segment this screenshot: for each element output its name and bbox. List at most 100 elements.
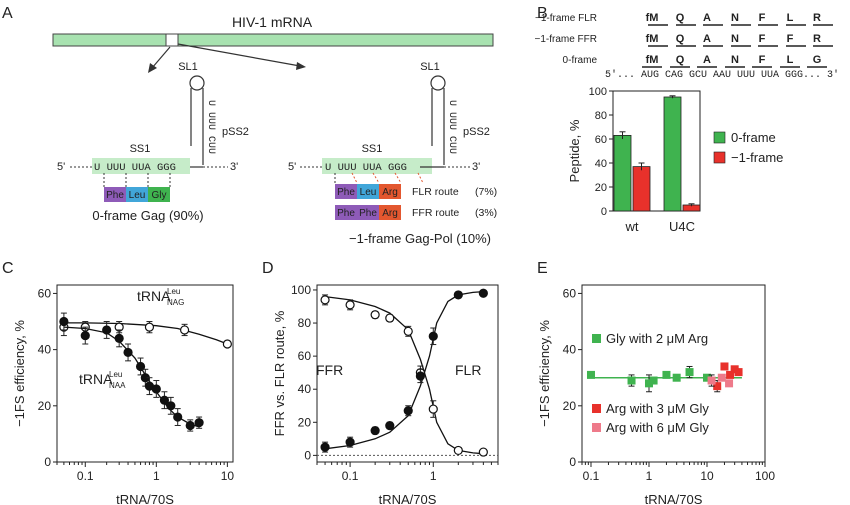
pss2-label: pSS2 xyxy=(222,126,249,138)
d-xlabel: tRNA/70S xyxy=(379,492,437,505)
aa-phe xyxy=(335,184,357,199)
aa-gly xyxy=(148,187,170,202)
c-ytick-label: 20 xyxy=(38,399,52,413)
c-curve1-main: tRNA xyxy=(137,288,171,304)
chart-b: 0 20 40 60 80 100 wt U4C Peptide, % 0-frame −1-fra… xyxy=(567,86,783,234)
e-point xyxy=(586,370,595,379)
e-point xyxy=(649,376,658,385)
d-point xyxy=(345,300,355,310)
d-point xyxy=(385,421,395,431)
b-aa-N: N xyxy=(731,12,739,24)
b-bar-minus1-frame xyxy=(632,166,651,212)
c-xtick-label: 10 xyxy=(221,469,235,483)
d-point xyxy=(453,290,463,300)
b-aa-Q: Q xyxy=(676,12,685,24)
loop-seq: U UUU CUU xyxy=(205,100,216,154)
d-point xyxy=(403,326,413,336)
aa-leu xyxy=(126,187,148,202)
ss1-label: SS1 xyxy=(362,143,383,155)
aa-label: Phe xyxy=(106,190,124,201)
d-xtick-label: 0.1 xyxy=(342,469,359,483)
b-ytick-label: 80 xyxy=(595,110,607,122)
three-prime: 3' xyxy=(472,161,480,173)
d-ytick-label: 0 xyxy=(304,448,311,462)
aa-label: Arg xyxy=(382,208,398,219)
zoom-arrow-right xyxy=(177,43,301,67)
b-aa-F: F xyxy=(759,33,766,45)
caption-minus1-frame: −1-frame Gag-Pol (10%) xyxy=(349,231,491,246)
e-point xyxy=(726,370,735,379)
b-legend-swatch xyxy=(713,131,726,144)
e-point xyxy=(672,373,681,382)
b-bar-zero-frame xyxy=(663,96,682,212)
e-legend-swatch xyxy=(592,404,601,413)
c-ylabel: −1FS efficiency, % xyxy=(12,320,27,427)
mrna-window xyxy=(165,33,179,47)
e-point xyxy=(725,379,734,388)
ss1-label: SS1 xyxy=(130,143,151,155)
aa-label: Leu xyxy=(129,190,146,201)
e-point xyxy=(685,368,694,377)
loop-seq: U UUU CUU xyxy=(446,100,457,154)
b-category-label: U4C xyxy=(669,219,695,234)
e-point xyxy=(702,373,711,382)
c-point xyxy=(114,333,124,343)
e-ytick-label: 20 xyxy=(563,399,577,413)
c-ytick-label: 60 xyxy=(38,286,52,300)
panel-e-letter: E xyxy=(537,260,548,277)
d-flr-label: FLR xyxy=(455,362,481,378)
e-legend-label: Gly with 2 μM Arg xyxy=(606,331,708,346)
c-point xyxy=(179,325,190,335)
b-legend-label: −1-frame xyxy=(731,150,783,165)
c-point xyxy=(135,361,146,372)
d-ytick-label: 20 xyxy=(298,415,312,429)
d-point xyxy=(320,442,330,452)
d-point xyxy=(370,310,380,320)
e-xtick-label: 1 xyxy=(646,469,653,483)
c-point xyxy=(166,401,176,411)
e-xlabel: tRNA/70S xyxy=(645,492,703,505)
ffr-route-label: FFR route xyxy=(412,207,459,219)
codon-seq: U UUU UUA GGG xyxy=(94,162,176,174)
b-aa-A: A xyxy=(703,33,711,45)
e-ytick-label: 0 xyxy=(569,455,576,469)
d-point xyxy=(453,445,463,456)
b-plot-frame xyxy=(612,90,701,212)
c-curve1-sup: Leu xyxy=(167,287,180,296)
zoom-arrowhead-left xyxy=(148,63,157,73)
e-ytick-label: 60 xyxy=(563,286,577,300)
d-point xyxy=(320,295,330,305)
b-aa-G: G xyxy=(813,54,822,66)
ss1-box xyxy=(92,158,190,174)
mrna-bar xyxy=(52,33,494,47)
b-ytick-label: 20 xyxy=(595,182,607,194)
d-xtick-label: 1 xyxy=(430,469,437,483)
b-row-label: −1-frame FFR xyxy=(534,34,597,45)
b-aa-L: L xyxy=(787,12,794,24)
e-legend-swatch xyxy=(592,334,601,343)
aa-label: Gly xyxy=(152,190,167,201)
chart-d: 0.1 1 0 20 40 60 80 100 tRNA/70S FFR vs. FLR rout… xyxy=(272,283,499,505)
aa-label: Phe xyxy=(359,208,377,219)
c-point xyxy=(144,322,155,332)
b-aa-fM: fM xyxy=(646,54,659,66)
c-ytick-label: 40 xyxy=(38,343,52,357)
c-annotations: tRNA Leu NAG tRNA Leu NAA xyxy=(79,287,184,390)
c-point xyxy=(123,347,133,358)
d-point xyxy=(478,288,488,298)
c-point xyxy=(102,325,112,335)
e-xtick-label: 100 xyxy=(755,469,775,483)
five-prime: 5' xyxy=(57,161,65,173)
c-curve2-main: tRNA xyxy=(79,371,113,387)
b-aa-N: N xyxy=(731,54,739,66)
c-point xyxy=(194,418,204,428)
aa-leu xyxy=(357,184,379,199)
e-point xyxy=(644,379,653,388)
sl1-loop xyxy=(189,75,205,91)
b-ytick-label: 40 xyxy=(595,158,607,170)
b-aa-A: A xyxy=(703,12,711,24)
panel-b: B −1-frame FLR fM Q A N F L R−1-frame FFR fM Q A N F… xyxy=(534,5,839,81)
d-ytick-label: 80 xyxy=(298,316,312,330)
five-prime: 5' xyxy=(288,161,296,173)
b-aa-fM: fM xyxy=(646,12,659,24)
